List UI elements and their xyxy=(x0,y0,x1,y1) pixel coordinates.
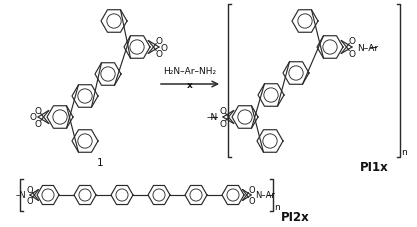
Text: –N: –N xyxy=(15,191,26,200)
Text: O: O xyxy=(349,37,356,46)
Text: x: x xyxy=(187,81,193,90)
Text: 1: 1 xyxy=(97,157,103,167)
Text: H₂N–Ar–NH₂: H₂N–Ar–NH₂ xyxy=(163,67,216,76)
Text: O: O xyxy=(34,106,41,116)
Text: O: O xyxy=(219,119,226,128)
Text: O: O xyxy=(248,196,255,205)
Text: O: O xyxy=(156,37,163,46)
Text: O: O xyxy=(219,106,226,116)
Text: O: O xyxy=(26,196,33,205)
Text: O: O xyxy=(161,43,168,52)
Text: O: O xyxy=(26,185,33,194)
Text: PI2x: PI2x xyxy=(281,211,310,224)
Text: O: O xyxy=(349,50,356,59)
Text: O: O xyxy=(34,119,41,128)
Text: PI1x: PI1x xyxy=(359,161,388,174)
Text: n: n xyxy=(401,148,407,157)
Text: –N: –N xyxy=(207,113,218,122)
Text: N–Ar: N–Ar xyxy=(357,43,378,52)
Text: O: O xyxy=(248,185,255,194)
Text: N–Ar: N–Ar xyxy=(255,191,275,200)
Text: n: n xyxy=(274,203,280,212)
Text: O: O xyxy=(156,50,163,59)
Text: O: O xyxy=(30,113,36,122)
